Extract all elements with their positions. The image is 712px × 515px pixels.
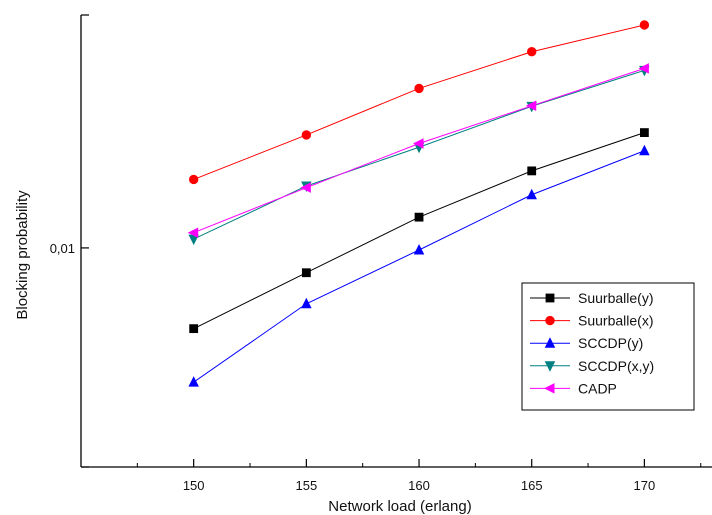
- data-point: [413, 138, 424, 149]
- legend-entry: Suurballe(y): [530, 290, 653, 306]
- series-CADP: [187, 63, 649, 238]
- data-point: [639, 128, 649, 138]
- legend-label: Suurballe(y): [578, 290, 653, 306]
- y-axis-title: Blocking probability: [14, 190, 31, 320]
- legend-marker: [544, 361, 556, 372]
- data-point: [300, 182, 311, 193]
- legend-label: CADP: [578, 380, 617, 396]
- legend-marker: [545, 293, 555, 303]
- legend-marker: [544, 337, 556, 348]
- data-point: [188, 376, 199, 387]
- x-axis: 150 155 160 165 170: [136, 459, 702, 493]
- x-tick-label: 165: [521, 478, 543, 493]
- legend-entry: CADP: [530, 380, 617, 396]
- data-point: [301, 297, 312, 309]
- data-point: [189, 324, 199, 334]
- data-point: [187, 227, 199, 238]
- legend-marker: [545, 315, 555, 326]
- legend-label: Suurballe(x): [578, 313, 653, 329]
- legend-marker: [544, 383, 555, 394]
- series-SCCDP(y): [188, 144, 650, 387]
- plot-frame: [80, 15, 712, 468]
- data-point: [301, 268, 311, 278]
- data-point: [639, 144, 650, 156]
- data-point: [414, 83, 424, 94]
- data-point: [413, 243, 425, 255]
- legend-label: SCCDP(x,y): [578, 358, 654, 374]
- y-axis: 0,01: [50, 14, 89, 468]
- data-point: [188, 174, 199, 185]
- series-Suurballe(x): [188, 20, 650, 185]
- x-tick-label: 170: [634, 478, 656, 493]
- series-line: [193, 24, 645, 180]
- data-point: [639, 20, 650, 30]
- y-tick-label: 0,01: [50, 241, 75, 256]
- legend-entry: Suurballe(x): [530, 313, 653, 329]
- x-axis-title: Network load (erlang): [328, 498, 471, 515]
- legend: Suurballe(y) Suurballe(x) SCCDP(y) SCCDP(x,…: [521, 282, 695, 411]
- series-layer: [187, 20, 650, 387]
- x-tick-label: 155: [296, 478, 318, 493]
- data-point: [301, 130, 312, 140]
- x-tick-label: 160: [408, 478, 430, 493]
- legend-entry: SCCDP(y): [530, 335, 643, 351]
- data-point: [526, 188, 537, 200]
- data-point: [525, 100, 537, 112]
- data-point: [527, 166, 537, 176]
- data-point: [414, 212, 424, 222]
- legend-entry: SCCDP(x,y): [530, 358, 654, 374]
- data-point: [638, 63, 649, 74]
- data-point: [527, 47, 537, 57]
- x-tick-label: 150: [183, 478, 205, 493]
- series-Suurballe(y): [189, 128, 649, 334]
- legend-label: SCCDP(y): [578, 335, 643, 351]
